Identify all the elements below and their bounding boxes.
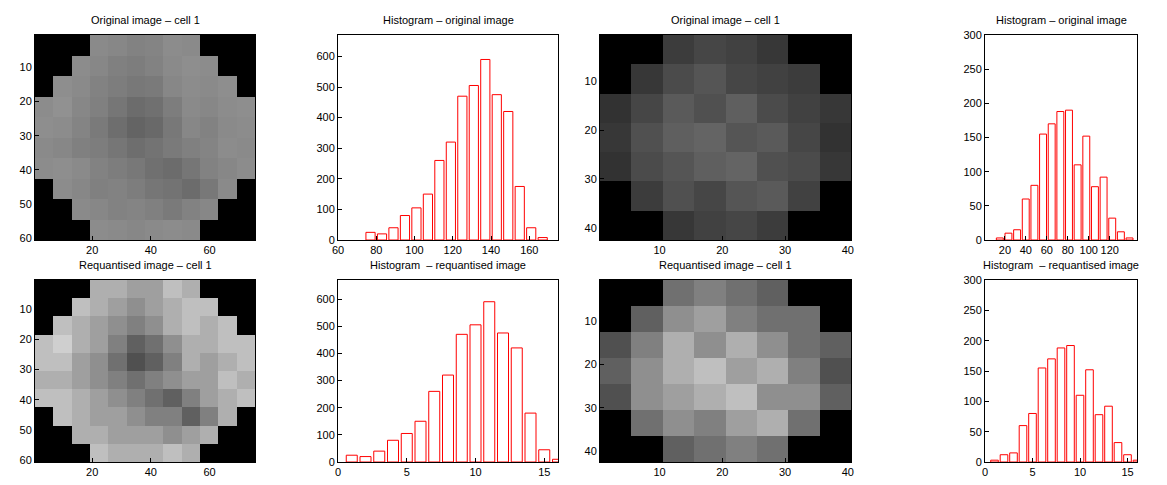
svg-text:Histogram – original image: Histogram – original image — [383, 14, 514, 26]
svg-text:60: 60 — [20, 232, 32, 244]
svg-text:10: 10 — [20, 61, 32, 73]
svg-text:0: 0 — [335, 466, 341, 478]
svg-text:0: 0 — [976, 234, 982, 246]
svg-text:40: 40 — [842, 244, 854, 256]
svg-text:40: 40 — [1020, 244, 1032, 256]
svg-text:40: 40 — [585, 445, 597, 457]
svg-text:250: 250 — [963, 304, 981, 316]
svg-text:600: 600 — [316, 50, 334, 62]
svg-text:Histogram – original image: Histogram – original image — [996, 14, 1127, 26]
svg-text:20: 20 — [20, 95, 32, 107]
svg-text:40: 40 — [145, 244, 157, 256]
svg-text:120: 120 — [444, 244, 462, 256]
svg-text:300: 300 — [316, 142, 334, 154]
svg-text:10: 10 — [469, 466, 481, 478]
svg-text:20: 20 — [585, 358, 597, 370]
svg-text:0: 0 — [976, 456, 982, 468]
svg-text:40: 40 — [145, 466, 157, 478]
svg-text:200: 200 — [316, 173, 334, 185]
svg-text:200: 200 — [963, 97, 981, 109]
svg-text:60: 60 — [20, 454, 32, 466]
svg-text:20: 20 — [585, 124, 597, 136]
svg-text:60: 60 — [1041, 244, 1053, 256]
svg-text:10: 10 — [1074, 466, 1086, 478]
svg-text:40: 40 — [20, 164, 32, 176]
svg-text:100: 100 — [1080, 244, 1098, 256]
svg-text:10: 10 — [653, 244, 665, 256]
svg-text:120: 120 — [1101, 244, 1119, 256]
svg-text:30: 30 — [585, 402, 597, 414]
svg-text:5: 5 — [1029, 466, 1035, 478]
svg-text:400: 400 — [316, 111, 334, 123]
svg-text:30: 30 — [779, 466, 791, 478]
svg-text:200: 200 — [316, 402, 334, 414]
svg-text:100: 100 — [316, 203, 334, 215]
svg-text:5: 5 — [404, 466, 410, 478]
svg-text:200: 200 — [963, 335, 981, 347]
svg-text:50: 50 — [970, 426, 982, 438]
svg-text:30: 30 — [585, 173, 597, 185]
svg-text:30: 30 — [20, 130, 32, 142]
svg-text:Histogram – requantised image: Histogram – requantised image — [983, 259, 1139, 271]
svg-text:150: 150 — [963, 365, 981, 377]
svg-text:500: 500 — [316, 81, 334, 93]
svg-text:15: 15 — [538, 466, 550, 478]
svg-text:100: 100 — [405, 244, 423, 256]
svg-text:Requantised image – cell 1: Requantised image – cell 1 — [79, 259, 212, 271]
svg-text:100: 100 — [963, 166, 981, 178]
svg-text:20: 20 — [999, 244, 1011, 256]
svg-text:40: 40 — [20, 394, 32, 406]
svg-text:40: 40 — [842, 466, 854, 478]
svg-text:10: 10 — [20, 303, 32, 315]
svg-text:400: 400 — [316, 347, 334, 359]
svg-text:20: 20 — [20, 333, 32, 345]
svg-text:0: 0 — [982, 466, 988, 478]
svg-text:0: 0 — [329, 456, 335, 468]
svg-text:100: 100 — [316, 429, 334, 441]
svg-text:15: 15 — [1121, 466, 1133, 478]
svg-text:140: 140 — [482, 244, 500, 256]
svg-text:50: 50 — [970, 200, 982, 212]
svg-text:Original image – cell 1: Original image – cell 1 — [671, 14, 780, 26]
svg-text:50: 50 — [20, 198, 32, 210]
svg-text:50: 50 — [20, 424, 32, 436]
svg-text:300: 300 — [963, 29, 981, 41]
svg-text:10: 10 — [585, 315, 597, 327]
svg-text:60: 60 — [203, 244, 215, 256]
svg-text:20: 20 — [716, 244, 728, 256]
svg-text:80: 80 — [370, 244, 382, 256]
svg-text:30: 30 — [20, 363, 32, 375]
svg-text:30: 30 — [779, 244, 791, 256]
svg-text:100: 100 — [963, 395, 981, 407]
svg-text:20: 20 — [86, 244, 98, 256]
svg-text:Requantised image – cell 1: Requantised image – cell 1 — [659, 259, 792, 271]
svg-text:250: 250 — [963, 63, 981, 75]
svg-text:40: 40 — [585, 222, 597, 234]
svg-text:500: 500 — [316, 320, 334, 332]
svg-text:10: 10 — [585, 75, 597, 87]
svg-text:60: 60 — [332, 244, 344, 256]
svg-text:150: 150 — [963, 131, 981, 143]
svg-text:20: 20 — [716, 466, 728, 478]
svg-text:0: 0 — [329, 234, 335, 246]
svg-text:300: 300 — [963, 274, 981, 286]
svg-text:160: 160 — [520, 244, 538, 256]
svg-text:20: 20 — [86, 466, 98, 478]
svg-text:300: 300 — [316, 374, 334, 386]
svg-text:10: 10 — [653, 466, 665, 478]
svg-text:60: 60 — [203, 466, 215, 478]
svg-text:Original image – cell 1: Original image – cell 1 — [91, 14, 200, 26]
svg-text:Histogram – requantised image: Histogram – requantised image — [370, 259, 526, 271]
svg-text:600: 600 — [316, 293, 334, 305]
svg-text:80: 80 — [1062, 244, 1074, 256]
